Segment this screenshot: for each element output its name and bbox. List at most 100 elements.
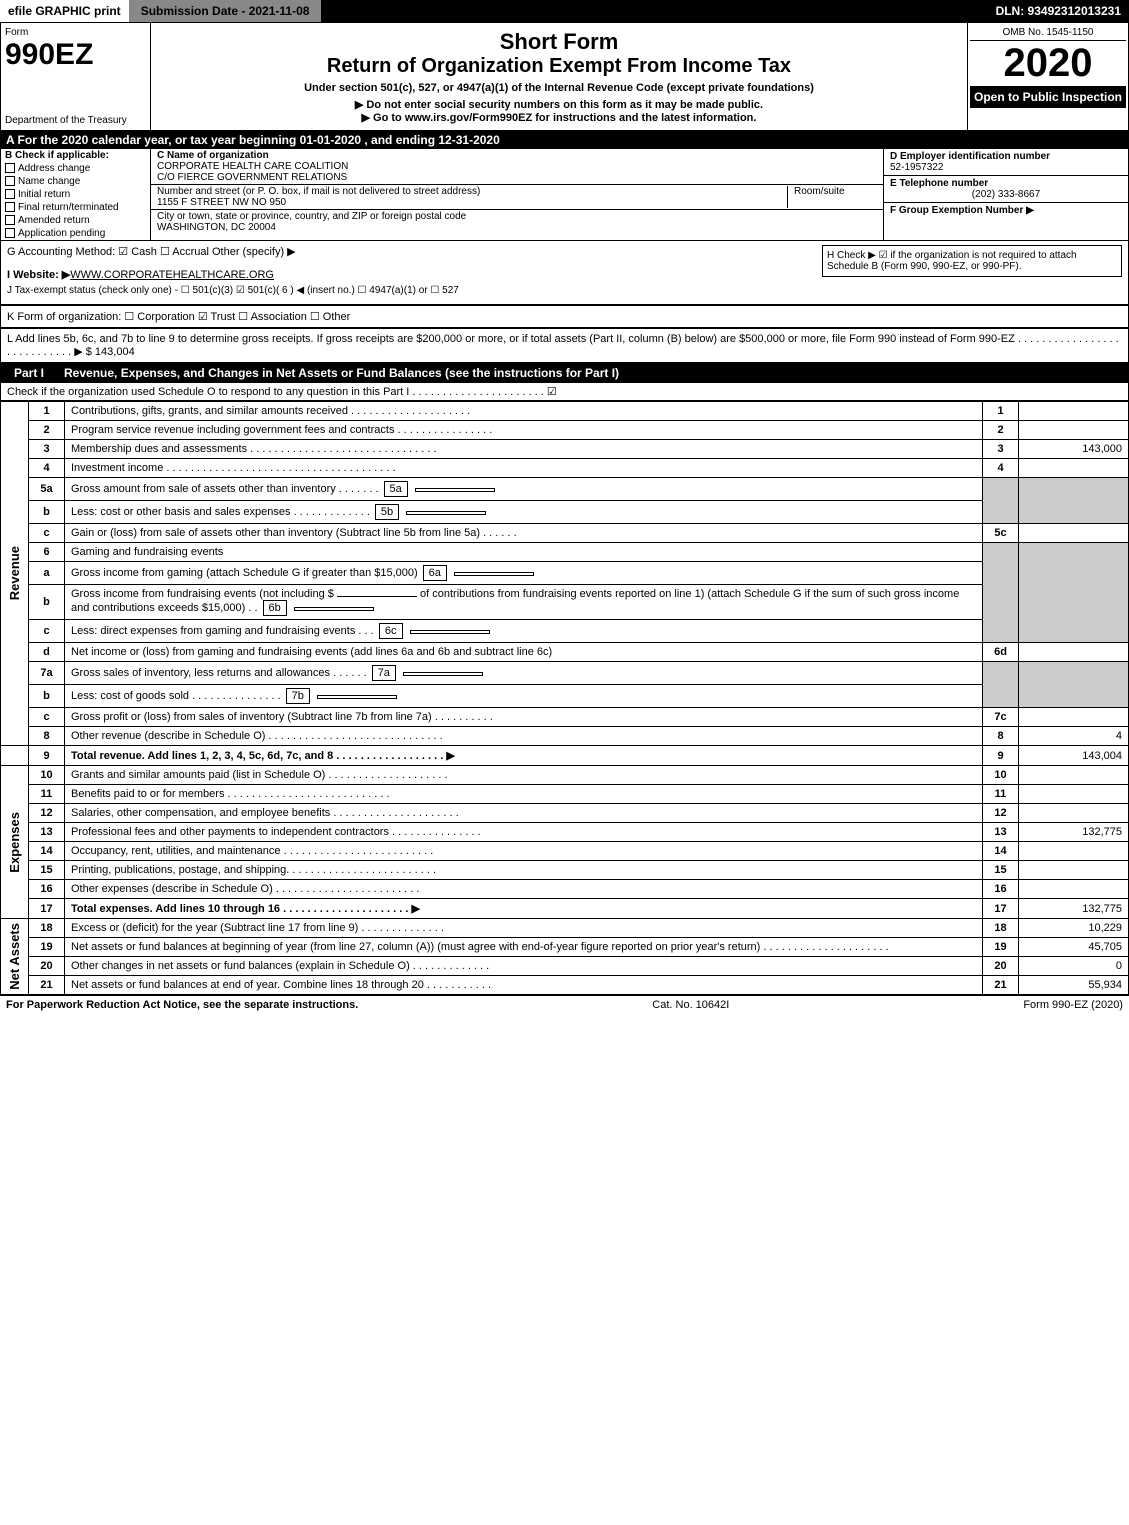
ln-21: 21 — [29, 976, 65, 995]
line-8-desc: Other revenue (describe in Schedule O) .… — [65, 727, 983, 746]
submission-date: Submission Date - 2021-11-08 — [129, 0, 322, 22]
line-19-desc: Net assets or fund balances at beginning… — [65, 938, 983, 957]
line-7a-desc: Gross sales of inventory, less returns a… — [65, 662, 983, 685]
line-6-desc: Gaming and fundraising events — [65, 543, 983, 562]
omb-number: OMB No. 1545-1150 — [970, 25, 1126, 41]
website-link[interactable]: WWW.CORPORATEHEALTHCARE.ORG — [70, 269, 274, 281]
line-3-desc: Membership dues and assessments . . . . … — [65, 440, 983, 459]
ln-21-amt: 55,934 — [1019, 976, 1129, 995]
ln-7c-num: 7c — [983, 708, 1019, 727]
ln-16-amt — [1019, 880, 1129, 899]
ln-6d: d — [29, 643, 65, 662]
ln-19-amt: 45,705 — [1019, 938, 1129, 957]
form-word: Form — [5, 27, 146, 38]
d-label: D Employer identification number — [890, 151, 1050, 162]
ln-1-num: 1 — [983, 402, 1019, 421]
expenses-side-label: Expenses — [7, 812, 22, 873]
street-value: 1155 F STREET NW NO 950 — [157, 197, 286, 208]
line-9-desc: Total revenue. Add lines 1, 2, 3, 4, 5c,… — [65, 746, 983, 766]
ln-10-amt — [1019, 766, 1129, 785]
ln-3-amt: 143,000 — [1019, 440, 1129, 459]
ln-14-amt — [1019, 842, 1129, 861]
ln-20-amt: 0 — [1019, 957, 1129, 976]
ln-6a: a — [29, 562, 65, 585]
top-bar: efile GRAPHIC print Submission Date - 20… — [0, 0, 1129, 22]
line-4-desc: Investment income . . . . . . . . . . . … — [65, 459, 983, 478]
ln-10: 10 — [29, 766, 65, 785]
ln-5c: c — [29, 524, 65, 543]
ein-value: 52-1957322 — [890, 162, 943, 173]
ln-8-amt: 4 — [1019, 727, 1129, 746]
chk-amended-return[interactable]: Amended return — [1, 214, 150, 227]
ln-16-num: 16 — [983, 880, 1019, 899]
line-2-desc: Program service revenue including govern… — [65, 421, 983, 440]
line-12-desc: Salaries, other compensation, and employ… — [65, 804, 983, 823]
ln-18-amt: 10,229 — [1019, 919, 1129, 938]
ln-2-num: 2 — [983, 421, 1019, 440]
part-i-table: Revenue 1 Contributions, gifts, grants, … — [0, 401, 1129, 995]
ln-5a: 5a — [29, 478, 65, 501]
ln-18: 18 — [29, 919, 65, 938]
ln-14: 14 — [29, 842, 65, 861]
ln-6d-amt — [1019, 643, 1129, 662]
ln-11: 11 — [29, 785, 65, 804]
line-l: L Add lines 5b, 6c, and 7b to line 9 to … — [7, 333, 1122, 358]
ln-13-amt: 132,775 — [1019, 823, 1129, 842]
e-label: E Telephone number — [890, 178, 988, 189]
ln-3-num: 3 — [983, 440, 1019, 459]
b-label: B Check if applicable: — [1, 149, 150, 162]
ln-19-num: 19 — [983, 938, 1019, 957]
ln-2: 2 — [29, 421, 65, 440]
ln-7a: 7a — [29, 662, 65, 685]
ln-15-num: 15 — [983, 861, 1019, 880]
ln-13-num: 13 — [983, 823, 1019, 842]
chk-name-change[interactable]: Name change — [1, 175, 150, 188]
ln-11-amt — [1019, 785, 1129, 804]
ln-15: 15 — [29, 861, 65, 880]
part-i-check: Check if the organization used Schedule … — [0, 383, 1129, 401]
efile-print[interactable]: efile GRAPHIC print — [0, 0, 129, 22]
ln-17-num: 17 — [983, 899, 1019, 919]
ln-17-amt: 132,775 — [1019, 899, 1129, 919]
chk-final-return[interactable]: Final return/terminated — [1, 201, 150, 214]
ln-20-num: 20 — [983, 957, 1019, 976]
ln-2-amt — [1019, 421, 1129, 440]
ln-7c-amt — [1019, 708, 1129, 727]
line-a: A For the 2020 calendar year, or tax yea… — [0, 131, 1129, 149]
line-k: K Form of organization: ☐ Corporation ☑ … — [7, 310, 1122, 323]
ln-6c: c — [29, 620, 65, 643]
ln-7ab-shade — [983, 662, 1019, 708]
ln-4: 4 — [29, 459, 65, 478]
org-name: CORPORATE HEALTH CARE COALITION — [157, 161, 348, 172]
city-value: WASHINGTON, DC 20004 — [157, 222, 276, 233]
ln-6-amt-shade — [1019, 543, 1129, 643]
ln-4-amt — [1019, 459, 1129, 478]
ln-5c-num: 5c — [983, 524, 1019, 543]
ln-7b: b — [29, 685, 65, 708]
ln-5ab-amt-shade — [1019, 478, 1129, 524]
ln-14-num: 14 — [983, 842, 1019, 861]
goto-link[interactable]: ▶ Go to www.irs.gov/Form990EZ for instru… — [157, 111, 961, 124]
footer-catno: Cat. No. 10642I — [652, 999, 729, 1011]
c-label: C Name of organization — [157, 150, 269, 161]
ln-9: 9 — [29, 746, 65, 766]
footer-left: For Paperwork Reduction Act Notice, see … — [6, 999, 358, 1011]
ln-4-num: 4 — [983, 459, 1019, 478]
ln-9-num: 9 — [983, 746, 1019, 766]
line-7b-desc: Less: cost of goods sold . . . . . . . .… — [65, 685, 983, 708]
city-label: City or town, state or province, country… — [157, 211, 466, 222]
line-6c-desc: Less: direct expenses from gaming and fu… — [65, 620, 983, 643]
chk-initial-return[interactable]: Initial return — [1, 188, 150, 201]
ln-5ab-shade — [983, 478, 1019, 524]
org-co: C/O FIERCE GOVERNMENT RELATIONS — [157, 172, 347, 183]
ln-1-amt — [1019, 402, 1129, 421]
room-suite-label: Room/suite — [787, 186, 877, 208]
page-footer: For Paperwork Reduction Act Notice, see … — [0, 995, 1129, 1014]
chk-application-pending[interactable]: Application pending — [1, 227, 150, 240]
ln-8-num: 8 — [983, 727, 1019, 746]
chk-address-change[interactable]: Address change — [1, 162, 150, 175]
ln-10-num: 10 — [983, 766, 1019, 785]
line-6a-desc: Gross income from gaming (attach Schedul… — [65, 562, 983, 585]
line-h: H Check ▶ ☑ if the organization is not r… — [822, 245, 1122, 277]
meta-block: H Check ▶ ☑ if the organization is not r… — [0, 241, 1129, 305]
